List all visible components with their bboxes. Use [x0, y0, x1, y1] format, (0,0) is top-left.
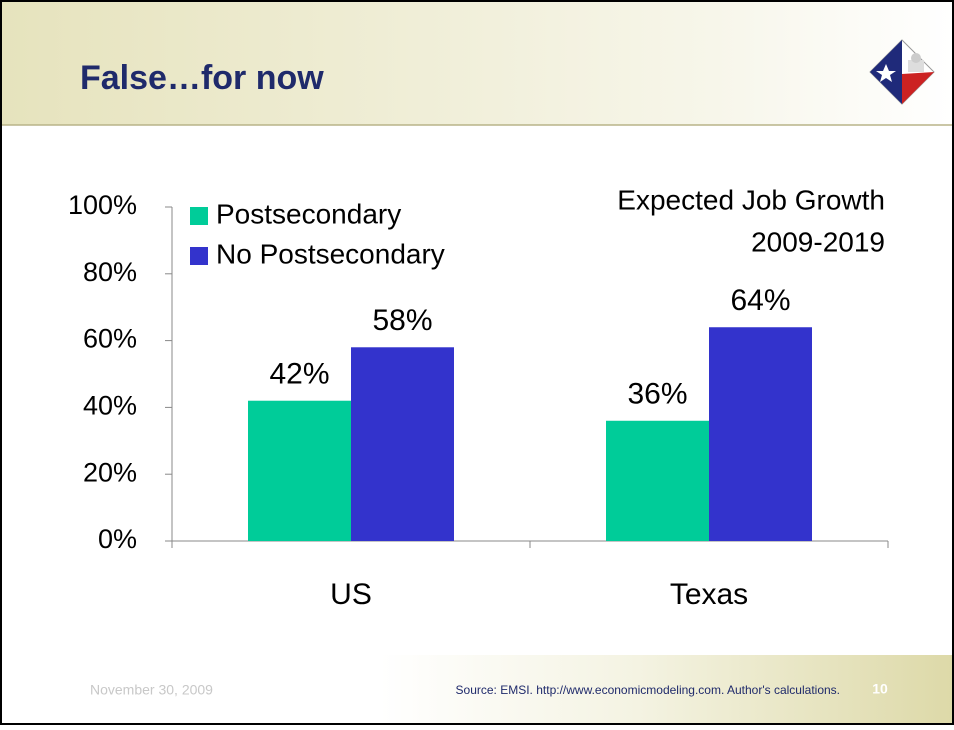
x-tick-label: Texas	[670, 578, 748, 611]
legend-label: No Postsecondary	[216, 238, 445, 269]
slide-title: False…for now	[80, 59, 324, 97]
y-tick-label: 80%	[83, 257, 137, 287]
y-tick-label: 0%	[98, 524, 137, 554]
bar	[709, 327, 812, 541]
y-tick-label: 100%	[68, 190, 137, 220]
value-label: 58%	[372, 304, 432, 337]
y-tick-label: 60%	[83, 324, 137, 354]
legend-label: Postsecondary	[216, 198, 401, 229]
value-label: 42%	[269, 358, 329, 391]
value-label: 64%	[730, 284, 790, 317]
header-band	[0, 0, 954, 125]
annotation: Expected Job Growth	[617, 184, 885, 215]
y-tick-label: 40%	[83, 391, 137, 421]
x-tick-label: US	[330, 578, 372, 611]
logo	[869, 39, 935, 105]
bar	[606, 420, 709, 541]
footer-source: Source: EMSI. http://www.economicmodelin…	[456, 683, 840, 697]
bar	[351, 347, 454, 541]
footer-band	[380, 655, 954, 725]
footer-date: November 30, 2009	[90, 682, 213, 698]
annotation: 2009-2019	[751, 226, 885, 257]
value-label: 36%	[627, 378, 687, 411]
legend-swatch	[190, 207, 208, 225]
page-number: 10	[872, 681, 888, 697]
y-tick-label: 20%	[83, 457, 137, 487]
bar	[248, 400, 351, 541]
legend-swatch	[190, 247, 208, 265]
